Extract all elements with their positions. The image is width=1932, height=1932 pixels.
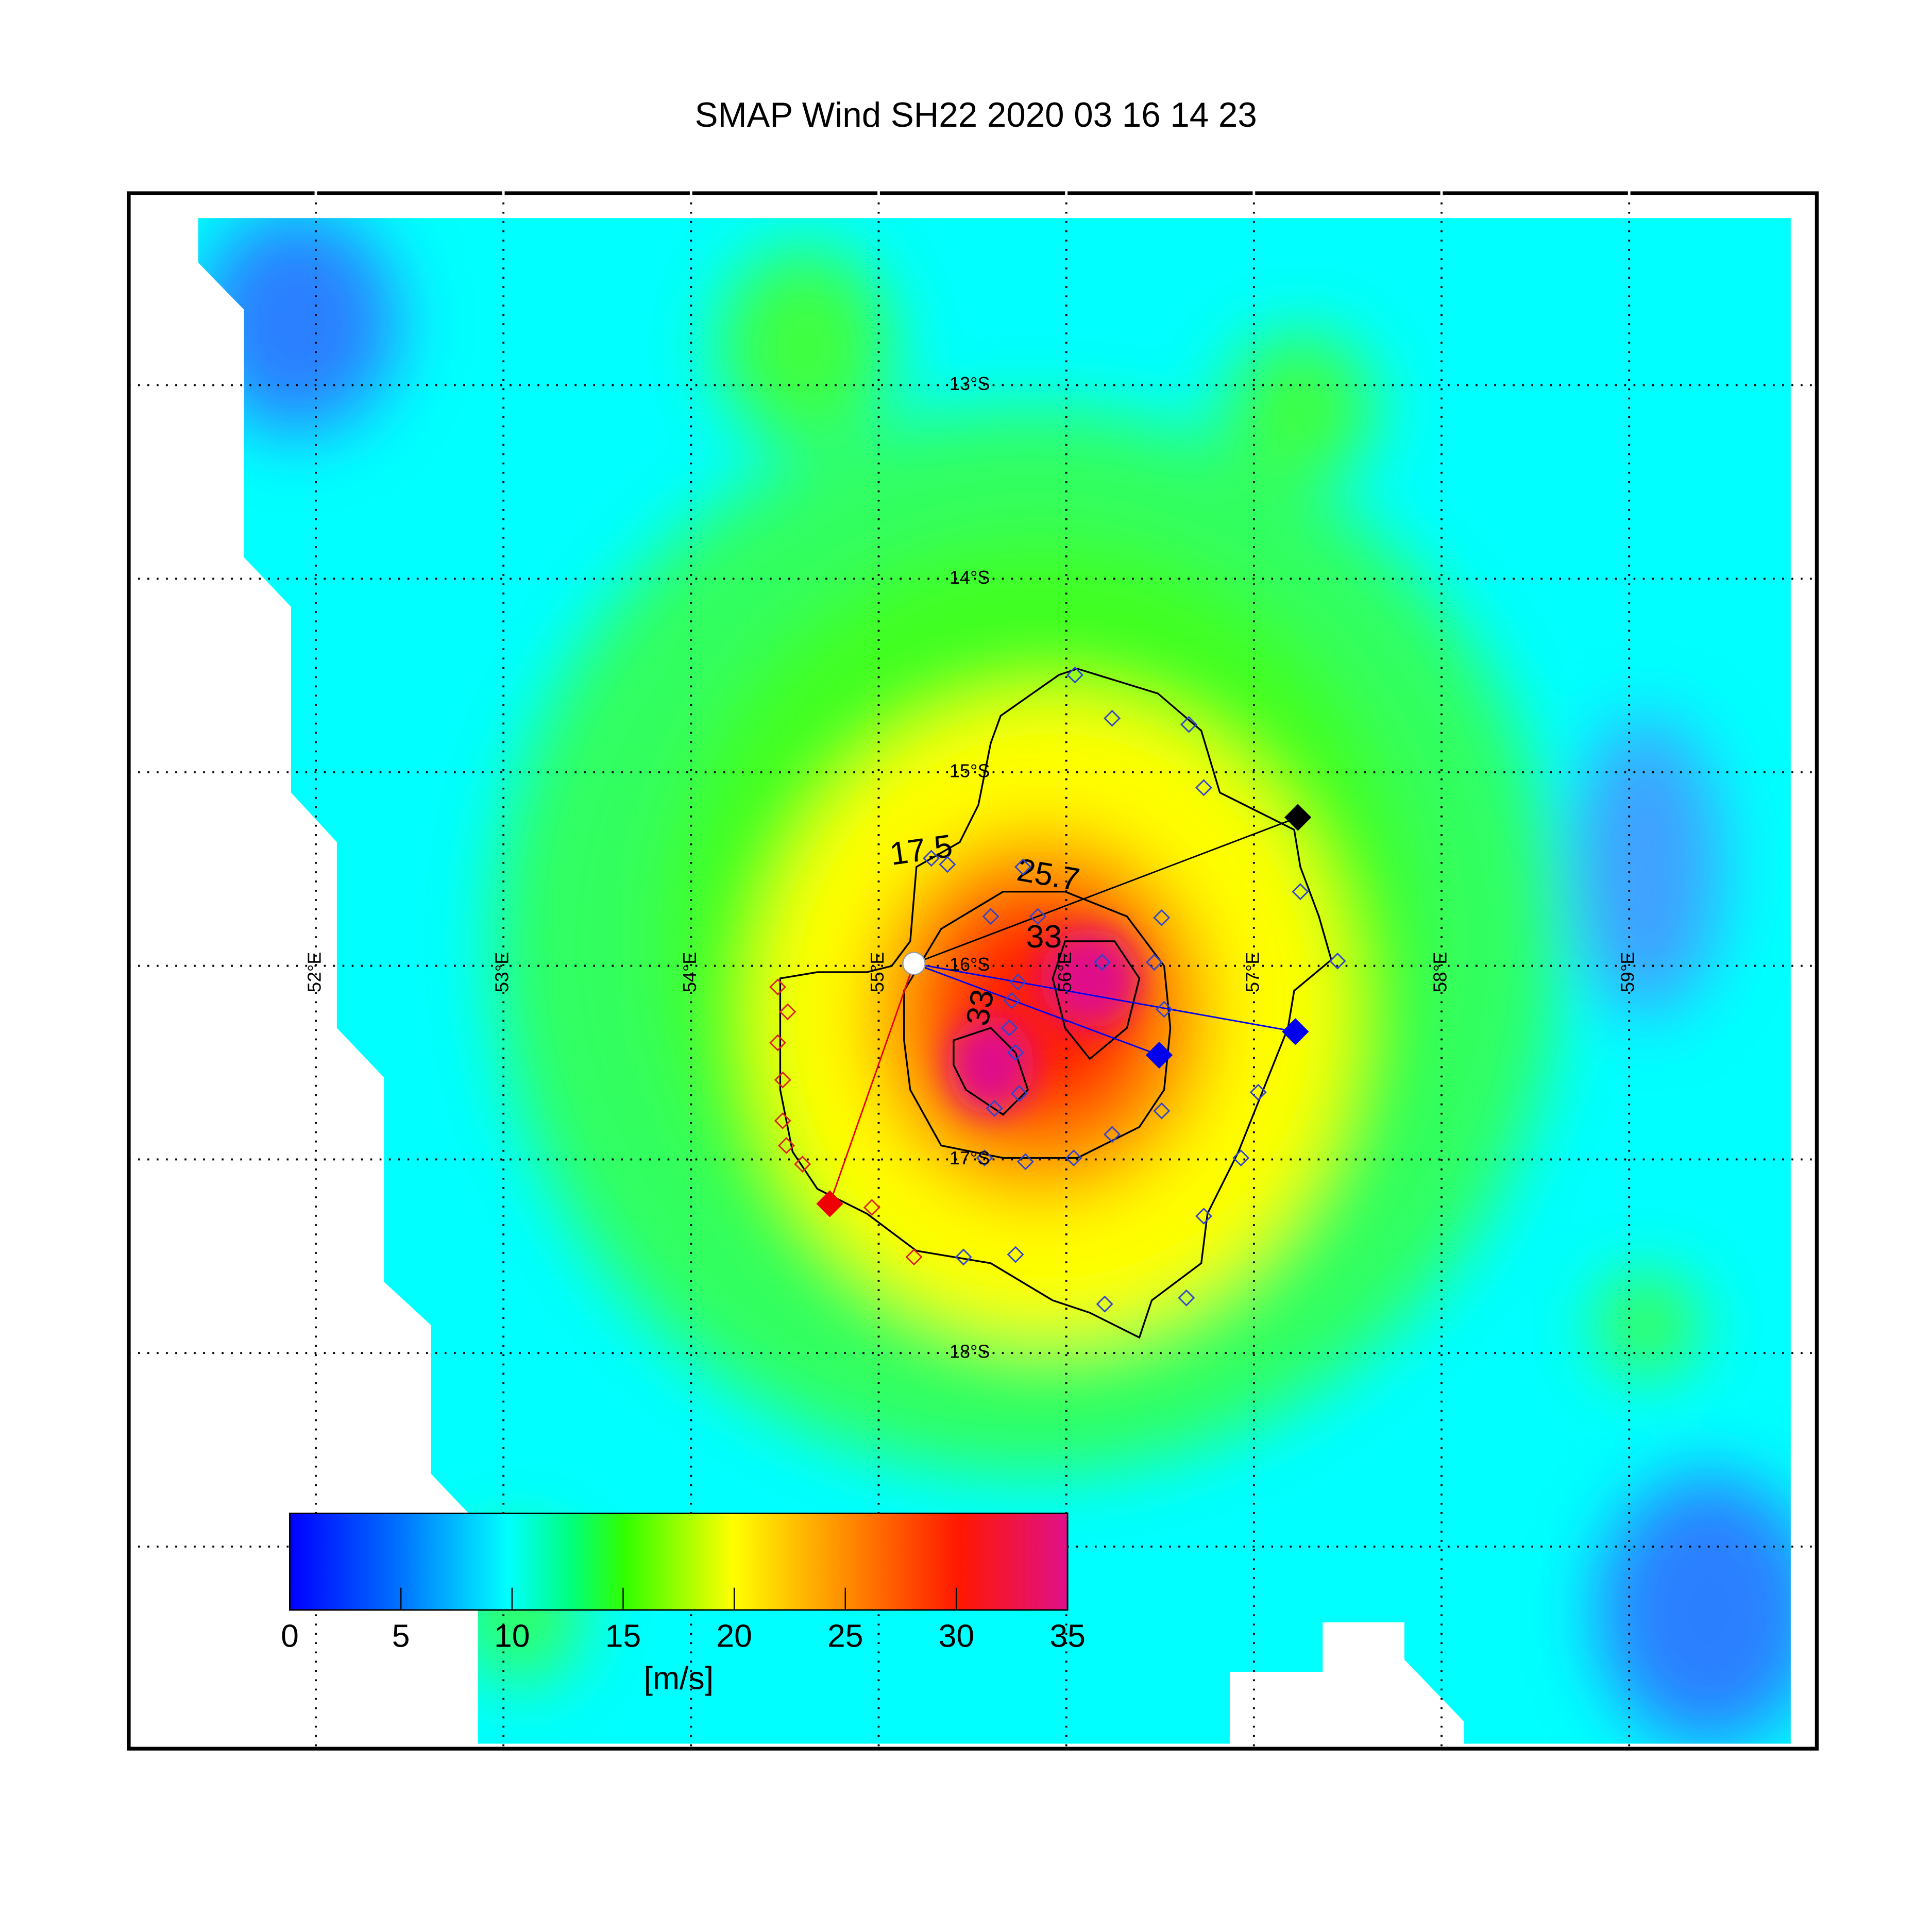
radius-end bbox=[1284, 804, 1312, 831]
colorbar-tick-label: 25 bbox=[827, 1618, 863, 1654]
wind-radius-point bbox=[1195, 779, 1212, 796]
wind-radius-point bbox=[1104, 1126, 1121, 1143]
contour-label: 33 bbox=[1026, 919, 1062, 955]
lon-label: 52°E bbox=[303, 952, 325, 993]
colorbar-tick-label: 35 bbox=[1049, 1618, 1086, 1654]
contour-label: 17.5 bbox=[888, 828, 955, 872]
frame-ticks bbox=[314, 191, 1631, 198]
wind-radius-point bbox=[1156, 1001, 1173, 1018]
lat-label: 14°S bbox=[950, 567, 990, 588]
lon-label: 53°E bbox=[492, 952, 513, 993]
wind-radius-point bbox=[905, 1248, 923, 1266]
contour-line bbox=[1052, 940, 1141, 1060]
storm-center bbox=[902, 952, 926, 975]
wind-radius-point bbox=[1232, 1149, 1250, 1167]
wind-radius-point bbox=[794, 1156, 811, 1173]
wind-radius-point bbox=[779, 1003, 796, 1021]
lat-label: 16°S bbox=[950, 954, 990, 975]
lon-label: 54°E bbox=[679, 952, 700, 993]
radius-line bbox=[913, 817, 1298, 964]
wind-radius-point bbox=[923, 850, 940, 867]
colorbar-tick-label: 5 bbox=[392, 1618, 410, 1654]
wind-radius-point bbox=[1178, 1289, 1195, 1307]
wind-radius-point bbox=[863, 1199, 880, 1216]
radius-line bbox=[913, 962, 1296, 1032]
wind-radius-point bbox=[1329, 952, 1346, 970]
wind-radius-point bbox=[774, 1112, 791, 1129]
radius-line bbox=[829, 963, 915, 1204]
lon-label: 55°E bbox=[867, 952, 888, 993]
title: SMAP Wind SH22 2020 03 16 14 23 bbox=[695, 96, 1257, 134]
wind-radius-point bbox=[1007, 1044, 1024, 1061]
lat-label: 15°S bbox=[950, 760, 990, 782]
wind-radius-point bbox=[939, 856, 956, 873]
wind-radius-point bbox=[769, 978, 787, 996]
lat-label: 13°S bbox=[950, 373, 990, 394]
colorbar-tick-label: 0 bbox=[281, 1618, 299, 1654]
wind-radius-point bbox=[1003, 992, 1021, 1009]
wind-radius-point bbox=[1153, 909, 1171, 926]
wind-radius-point bbox=[1180, 716, 1198, 733]
colorbar-tick-label: 15 bbox=[605, 1618, 641, 1654]
wind-radius-point bbox=[982, 908, 999, 925]
wind-radius-point bbox=[986, 1099, 1003, 1117]
wind-radius-point bbox=[955, 1248, 972, 1266]
wind-radius-point bbox=[1153, 1102, 1171, 1120]
contour-line bbox=[953, 1027, 1029, 1116]
wind-radius-point bbox=[774, 1071, 791, 1089]
graticule-labels: 52°E 53°E 54°E 55°E 56°E 57°E 58°E 59°E 13°S 14°S… bbox=[303, 373, 1638, 1362]
colorbar-ramp bbox=[289, 1513, 1069, 1611]
colorbar-tick-label: 30 bbox=[939, 1618, 975, 1654]
wind-radius-point bbox=[1029, 908, 1046, 925]
wind-radius-point bbox=[1195, 1208, 1212, 1225]
wind-radius-point bbox=[1016, 1153, 1034, 1171]
wind-radius-point bbox=[1014, 858, 1032, 876]
lon-label: 59°E bbox=[1617, 952, 1638, 993]
colorbar: [m/s] 0 5 10 15 20 25 30 35 bbox=[281, 1513, 1086, 1696]
wind-radius-point bbox=[976, 1149, 993, 1167]
wind-radius-point bbox=[1292, 883, 1309, 901]
wind-radius-point bbox=[1249, 1083, 1267, 1101]
lat-label: 17°S bbox=[950, 1147, 990, 1168]
wind-radius-point bbox=[1001, 1019, 1018, 1037]
wind-radius-point bbox=[1066, 666, 1083, 684]
contour-line bbox=[903, 891, 1172, 1159]
map-frame bbox=[127, 191, 1819, 1751]
radius-markers bbox=[769, 666, 1346, 1313]
radius-end bbox=[1282, 1018, 1309, 1045]
wind-field bbox=[198, 218, 1791, 1744]
radius-line bbox=[913, 962, 1160, 1056]
wind-radius-point bbox=[769, 1034, 787, 1052]
wind-radius-point bbox=[1065, 1149, 1082, 1167]
colorbar-label: [m/s] bbox=[644, 1660, 714, 1696]
radius-end bbox=[816, 1190, 843, 1217]
radius-end bbox=[1145, 1041, 1173, 1069]
wind-radius-point bbox=[1009, 973, 1027, 991]
wind-radius-point bbox=[1104, 709, 1121, 727]
colorbar-tick-label: 10 bbox=[494, 1618, 530, 1654]
contour-labels: 17.5 25.7 33 33 bbox=[888, 828, 1082, 1028]
wind-radius-point bbox=[777, 1137, 795, 1154]
wind-radius-point bbox=[1010, 1085, 1028, 1103]
wind-radius-point bbox=[1093, 954, 1111, 971]
lat-label: 18°S bbox=[950, 1341, 990, 1362]
colorbar-tick-label: 20 bbox=[716, 1618, 752, 1654]
wind-radius-point bbox=[1007, 1246, 1024, 1263]
lon-label: 58°E bbox=[1430, 952, 1451, 993]
wind-radius-point bbox=[1145, 954, 1163, 971]
lon-label: 57°E bbox=[1242, 952, 1263, 993]
lon-label: 56°E bbox=[1054, 952, 1075, 993]
wind-radius-point bbox=[1096, 1295, 1113, 1313]
plot: SMAP Wind SH22 2020 03 16 14 23 17.5 25.… bbox=[127, 96, 1819, 1751]
